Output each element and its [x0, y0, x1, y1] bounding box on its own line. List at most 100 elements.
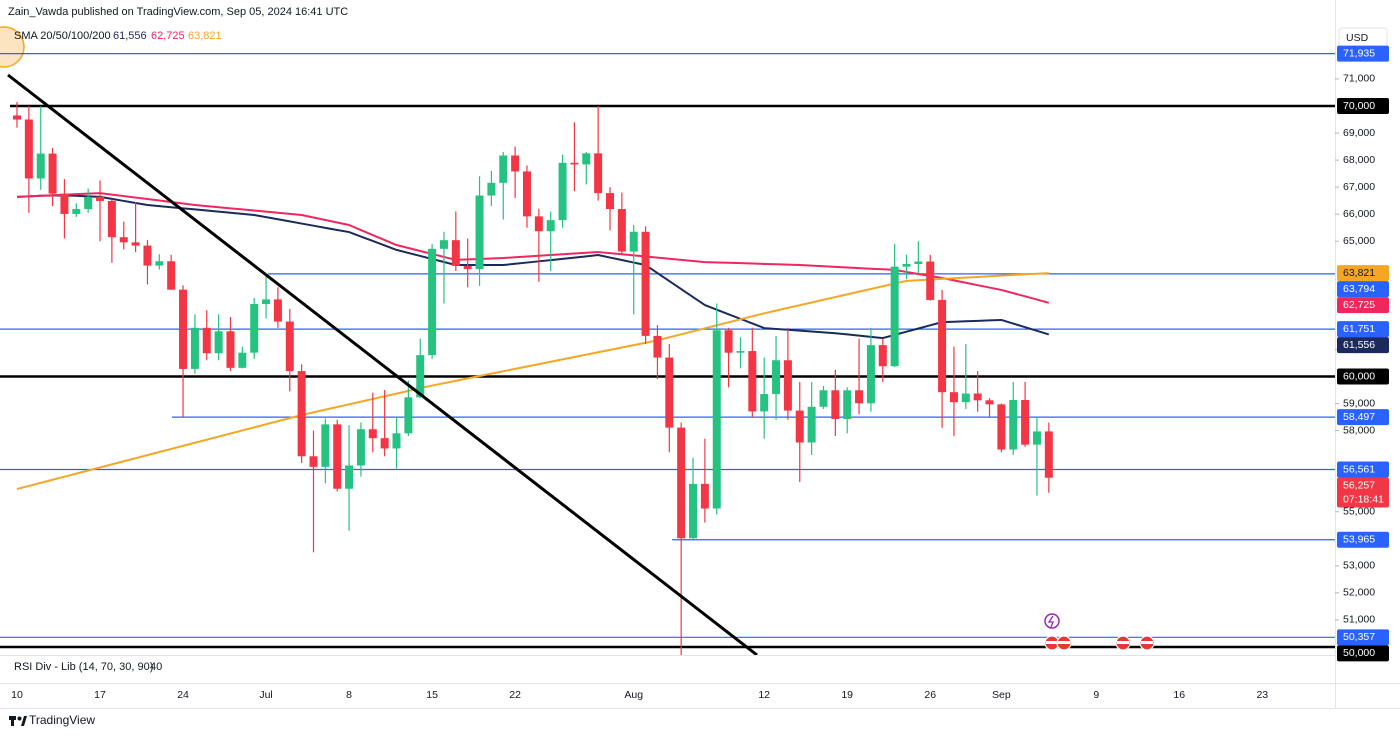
candle-body — [451, 240, 460, 266]
candle-body — [475, 195, 484, 270]
candle-body — [594, 153, 603, 194]
candle-body — [866, 345, 875, 404]
x-tick-label: 22 — [509, 689, 521, 701]
candle-body — [558, 162, 567, 221]
drawing-marker — [0, 26, 25, 68]
candle-body — [949, 392, 958, 403]
x-tick-label: 15 — [426, 689, 438, 701]
candle-body — [606, 193, 614, 210]
candle-body — [736, 351, 745, 353]
candle-body — [107, 200, 116, 238]
price-label-box — [1337, 297, 1389, 314]
branding: TradingView — [29, 713, 95, 727]
candle-body — [96, 196, 105, 201]
x-tick-label: 8 — [346, 689, 352, 701]
candle-body — [131, 242, 140, 246]
header: Zain_Vawda published on TradingView.com,… — [8, 6, 348, 18]
price-label-box — [1337, 45, 1389, 62]
candle-body — [938, 299, 947, 393]
logo-part — [21, 716, 27, 726]
price-label: 71,935 — [1343, 47, 1375, 59]
candle-body — [262, 299, 271, 304]
rsi-label: RSI Div - Lib (14, 70, 30, 90) — [14, 661, 153, 673]
candle-body — [973, 393, 982, 401]
candle-body — [250, 303, 259, 353]
price-label-box — [1337, 368, 1389, 385]
price-label-box — [1337, 409, 1389, 426]
candle-body — [273, 299, 282, 322]
sma-legend-value: 61,556 — [113, 30, 147, 42]
moving-averages — [16, 192, 1050, 490]
x-tick-label: Sep — [992, 689, 1011, 701]
candle-body — [511, 155, 520, 172]
price-label: 60,000 — [1343, 370, 1375, 382]
candle-body — [167, 261, 176, 290]
price-label-box — [1337, 265, 1389, 282]
candle-body — [1021, 400, 1030, 445]
event-icon[interactable] — [1044, 613, 1060, 629]
sma-legend-value: 63,821 — [188, 30, 222, 42]
candle-body — [321, 424, 330, 467]
candle-body — [1032, 431, 1041, 445]
x-tick-label: Aug — [624, 689, 643, 701]
price-label-box — [1337, 477, 1389, 508]
x-tick-label: Jul — [259, 689, 272, 701]
candle-body — [463, 265, 472, 270]
candle-body — [238, 352, 247, 368]
y-tick-label: 53,000 — [1343, 560, 1375, 572]
event-flag-stripe — [1117, 641, 1129, 644]
candle-body — [902, 263, 911, 267]
indicator-legend: SMA 20/50/100/200 — [14, 30, 111, 42]
price-label: 61,556 — [1343, 339, 1375, 351]
y-tick-label: 55,000 — [1343, 506, 1375, 518]
candle-body — [819, 390, 828, 407]
price-label-box — [1337, 531, 1389, 548]
candle-body — [416, 355, 425, 398]
candle-body — [36, 153, 45, 179]
price-label-box — [1337, 337, 1389, 354]
trend-line — [7, 73, 758, 655]
candle-body — [439, 240, 448, 249]
candle-body — [641, 231, 650, 336]
price-label-box — [1337, 645, 1389, 662]
candle-body — [890, 266, 899, 367]
y-tick-label: 65,000 — [1343, 235, 1375, 247]
candles — [13, 101, 1053, 655]
candle-body — [665, 357, 674, 428]
y-tick-label: 51,000 — [1343, 614, 1375, 626]
candle-body — [48, 153, 57, 194]
price-axis: 51,00052,00053,00055,00058,00059,00061,0… — [1335, 45, 1389, 662]
candle-body — [772, 360, 781, 395]
candle-body — [333, 424, 342, 489]
y-tick-label: 58,000 — [1343, 424, 1375, 436]
candle-body — [1009, 400, 1018, 450]
candle-body — [522, 171, 531, 217]
event-icon-glyph — [1047, 615, 1054, 628]
event-flag-stripe — [1141, 641, 1153, 644]
candle-body — [985, 400, 994, 405]
x-tick-label: 16 — [1173, 689, 1185, 701]
candle-body — [214, 331, 223, 354]
logo-part — [17, 716, 22, 721]
y-tick-label: 59,000 — [1343, 397, 1375, 409]
candle-body — [534, 216, 543, 232]
y-tick-label: 71,000 — [1343, 73, 1375, 85]
price-label-box — [1337, 281, 1389, 298]
price-label-box — [1337, 97, 1389, 114]
candle-body — [807, 406, 816, 443]
logo — [9, 716, 27, 726]
price-label: 56,561 — [1343, 463, 1375, 475]
candle-body — [760, 394, 769, 412]
candle-body — [190, 327, 199, 369]
y-tick-label: 68,000 — [1343, 154, 1375, 166]
price-label: 70,000 — [1343, 100, 1375, 112]
candle-body — [855, 390, 864, 404]
candle-body — [368, 429, 377, 439]
candle-body — [345, 465, 354, 489]
y-tick-label: 69,000 — [1343, 127, 1375, 139]
candle-body — [499, 155, 508, 183]
candle-body — [404, 397, 413, 434]
